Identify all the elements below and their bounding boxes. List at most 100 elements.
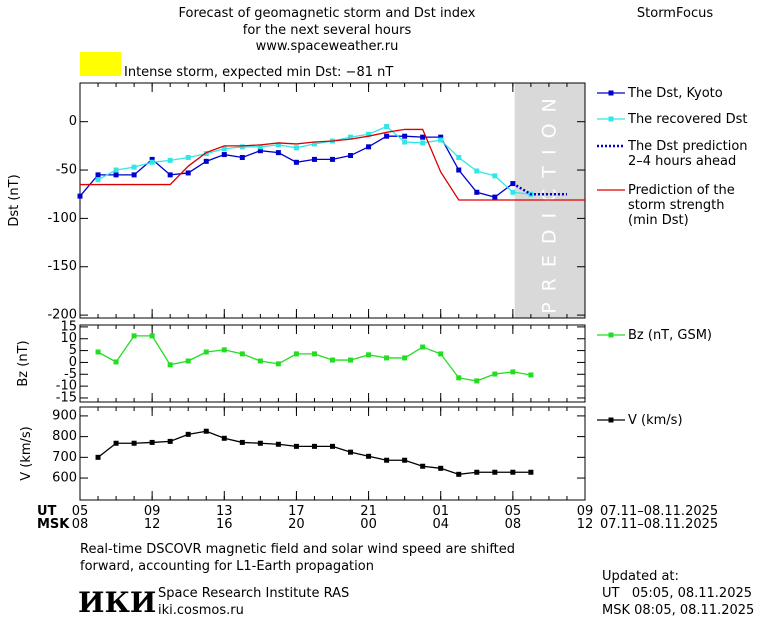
date-range: 07.11–08.11.2025	[600, 504, 718, 519]
y-tick-label: 600	[52, 471, 77, 486]
y-tick-label: -50	[56, 163, 77, 178]
y-tick-label: 5	[69, 343, 77, 358]
marker	[221, 146, 227, 152]
marker	[384, 355, 390, 361]
x-tick-label-msk: 04	[432, 517, 449, 532]
marker	[366, 352, 372, 358]
y-tick-label: 900	[52, 408, 77, 423]
marker	[185, 170, 191, 176]
legend-entry: V (km/s)	[628, 413, 683, 428]
x-tick-label: 13	[216, 504, 233, 519]
marker	[113, 167, 119, 173]
marker	[492, 173, 498, 179]
y-tick-label: 0	[69, 114, 77, 129]
marker	[456, 154, 462, 160]
y-axis-label: V (km/s)	[19, 426, 34, 481]
marker	[384, 124, 390, 130]
x-tick-label-msk: 08	[72, 517, 89, 532]
marker	[239, 351, 245, 357]
marker	[528, 469, 534, 475]
marker	[257, 358, 263, 364]
axis-row: UT	[37, 504, 57, 519]
marker	[203, 151, 209, 157]
legend-entry: 2–4 hours ahead	[628, 154, 736, 169]
institute-site: iki.cosmos.ru	[158, 603, 244, 618]
x-tick-label: 01	[432, 504, 449, 519]
marker	[510, 469, 516, 475]
marker	[95, 349, 101, 355]
x-tick-label: 05	[505, 504, 522, 519]
marker	[438, 351, 444, 357]
y-tick-label: 15	[60, 319, 77, 334]
legend-marker	[608, 417, 614, 423]
marker	[528, 372, 534, 378]
title: Forecast of geomagnetic storm and Dst in…	[178, 6, 475, 21]
x-tick-label-msk: 12	[144, 517, 161, 532]
marker	[293, 443, 299, 449]
y-tick-label: 800	[52, 429, 77, 444]
marker	[366, 144, 372, 150]
marker	[239, 439, 245, 445]
legend-entry: Prediction of the	[628, 183, 735, 198]
marker	[402, 139, 408, 145]
marker	[348, 357, 354, 363]
date-range: 07.11–08.11.2025	[600, 517, 718, 532]
updated: UT 05:05, 08.11.2025	[602, 586, 752, 601]
marker	[510, 189, 516, 195]
marker	[311, 141, 317, 147]
marker	[203, 428, 209, 434]
marker	[366, 131, 372, 137]
marker	[456, 375, 462, 381]
legend-entry: The Dst prediction	[627, 139, 748, 154]
frame	[79, 406, 586, 501]
x-tick-label-msk: 00	[360, 517, 377, 532]
marker	[275, 142, 281, 148]
marker	[275, 361, 281, 367]
marker	[221, 152, 227, 158]
x-tick-label-msk: 20	[288, 517, 305, 532]
marker	[456, 471, 462, 477]
marker	[131, 333, 137, 339]
brand: StormFocus	[637, 6, 713, 21]
legend-entry: The Dst, Kyoto	[627, 86, 723, 101]
marker	[113, 359, 119, 365]
marker	[438, 134, 444, 140]
site: www.spaceweather.ru	[256, 39, 399, 54]
institute: Space Research Institute RAS	[158, 586, 349, 601]
marker	[203, 158, 209, 164]
legend-marker	[608, 116, 614, 122]
marker	[402, 133, 408, 139]
marker	[293, 351, 299, 357]
marker	[131, 172, 137, 178]
legend-marker	[608, 332, 614, 338]
y-tick-label: 700	[52, 450, 77, 465]
marker	[275, 150, 281, 156]
marker	[311, 351, 317, 357]
marker	[474, 469, 480, 475]
marker	[239, 144, 245, 150]
legend-entry: Bz (nT, GSM)	[628, 328, 712, 343]
y-tick-label: -5	[64, 367, 77, 382]
marker	[239, 154, 245, 160]
legend-entry: (min Dst)	[628, 213, 689, 228]
marker	[330, 156, 335, 162]
marker	[402, 355, 408, 361]
marker	[131, 440, 137, 446]
marker	[311, 156, 317, 162]
marker	[113, 440, 119, 446]
marker	[167, 172, 173, 178]
marker	[456, 167, 462, 173]
x-tick-label-msk: 08	[505, 517, 522, 532]
legend-entry: The recovered Dst	[627, 112, 747, 127]
note: forward, accounting for L1-Earth propaga…	[80, 559, 374, 574]
marker	[293, 159, 299, 165]
x-tick-label: 09	[144, 504, 161, 519]
marker	[420, 463, 426, 469]
marker	[113, 172, 119, 178]
marker	[402, 457, 408, 463]
x-tick-label: 09	[577, 504, 594, 519]
marker	[420, 140, 426, 146]
y-tick-label: -100	[47, 211, 77, 226]
series-line	[80, 128, 585, 201]
